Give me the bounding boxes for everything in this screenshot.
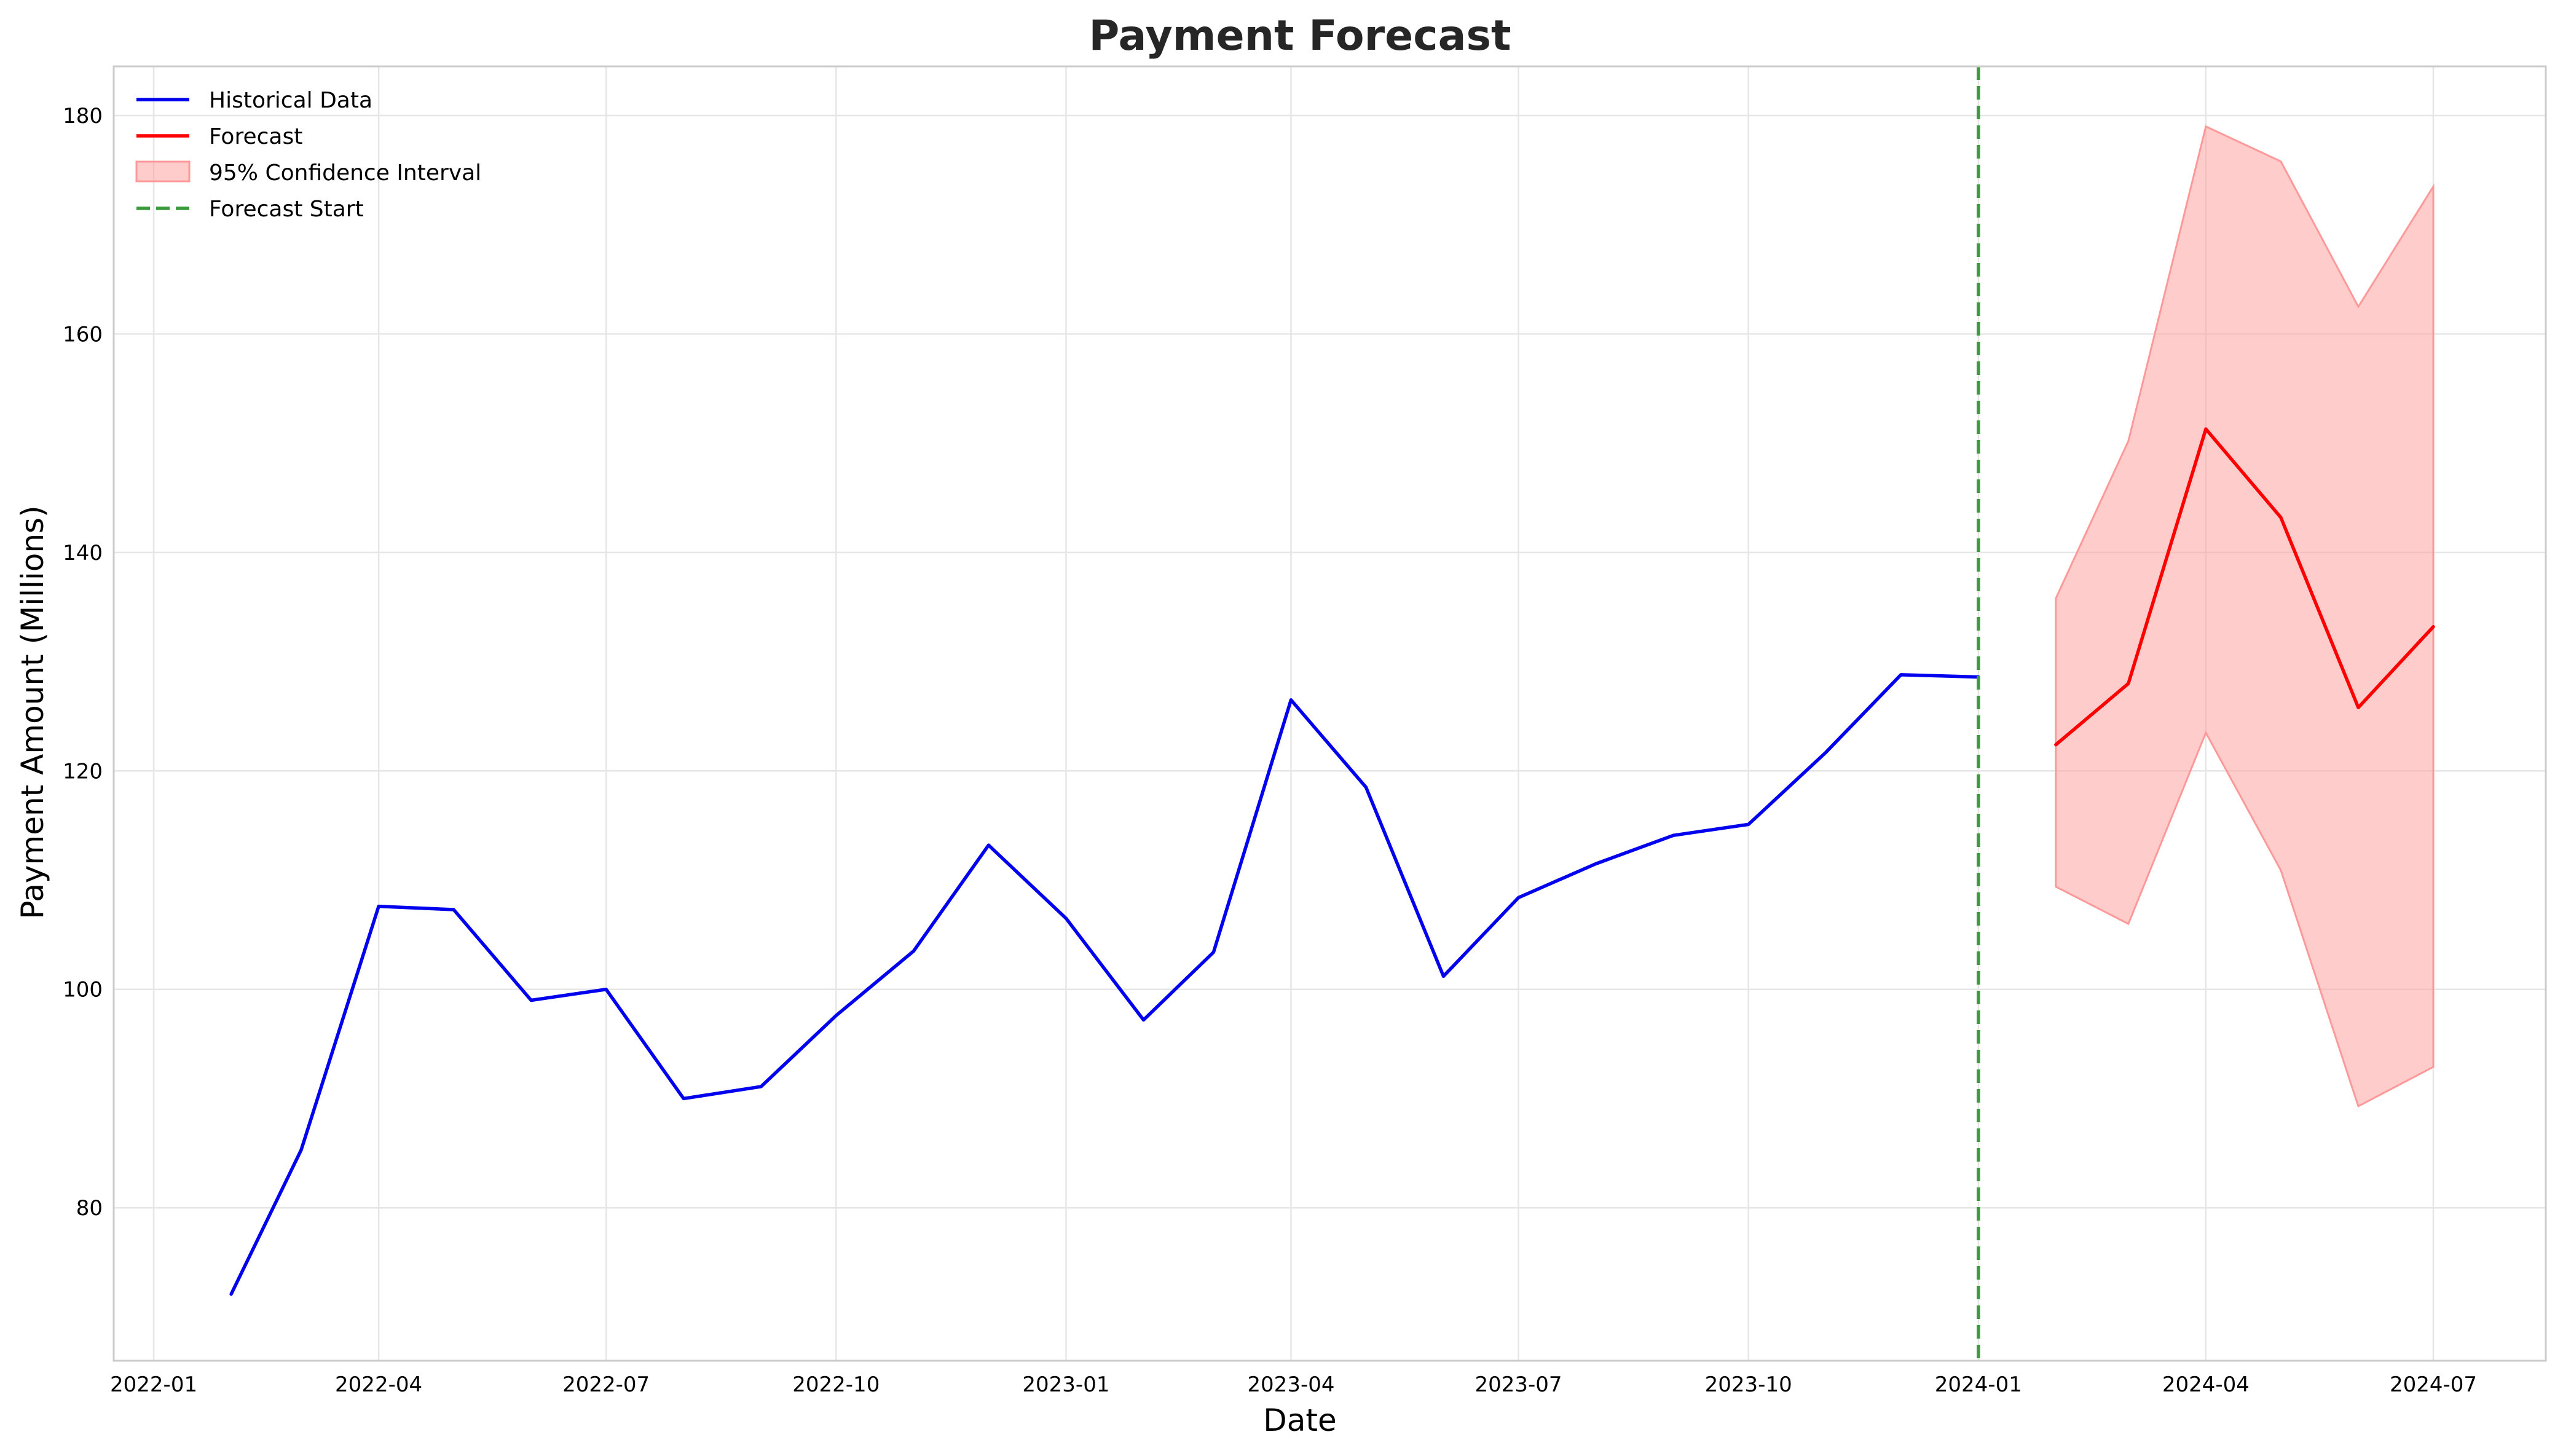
x-tick-label: 2023-07 <box>1475 1372 1562 1397</box>
confidence-interval-area <box>2055 125 2435 1108</box>
historical-data-point <box>833 1013 838 1018</box>
legend-swatch-95-confidence-interval <box>135 160 191 183</box>
chart-title: Payment Forecast <box>1089 12 1511 60</box>
historical-data-point <box>681 1096 686 1101</box>
legend: Historical Data Forecast 95% Confidence In… <box>135 88 481 222</box>
x-tick-label: 2024-07 <box>2390 1372 2477 1397</box>
x-tick-label: 2022-04 <box>335 1372 422 1397</box>
x-axis-ticks: 2022-01 2022-04 2022-07 2022-10 2023-01 2023-… <box>110 1372 2477 1397</box>
x-tick-label: 2022-07 <box>562 1372 650 1397</box>
historical-data-point <box>986 843 991 848</box>
x-tick-label: 2024-04 <box>2162 1372 2250 1397</box>
historical-data-point <box>1824 750 1829 755</box>
historical-data-point <box>229 1292 234 1297</box>
historical-data-point <box>911 949 916 954</box>
confidence-interval-band <box>2055 125 2435 1108</box>
forecast-point <box>2356 705 2361 710</box>
historical-data-point <box>376 904 381 909</box>
historical-data-point <box>299 1147 304 1152</box>
forecast-point <box>2126 681 2131 686</box>
plot-frame <box>112 65 2547 1362</box>
y-tick-label: 100 <box>63 978 103 1002</box>
y-axis-ticks: 80 100 120 140 160 180 <box>63 104 103 1221</box>
series-lines <box>229 427 2436 1297</box>
y-tick-label: 160 <box>63 322 103 347</box>
historical-data-point <box>1594 861 1599 866</box>
historical-data-point <box>758 1084 763 1089</box>
historical-data-point <box>1288 698 1293 702</box>
forecast-point <box>2053 742 2058 747</box>
historical-data-point <box>1363 785 1368 790</box>
x-tick-label: 2022-01 <box>110 1372 197 1397</box>
y-tick-label: 140 <box>63 541 103 565</box>
historical-data-point <box>1211 950 1216 954</box>
x-tick-label: 2023-01 <box>1022 1372 1109 1397</box>
y-tick-label: 120 <box>63 759 103 784</box>
x-tick-label: 2023-04 <box>1247 1372 1334 1397</box>
historical-data-point <box>1441 974 1446 978</box>
historical-data-point <box>1746 822 1751 827</box>
historical-data-point <box>1516 895 1521 900</box>
historical-data-point <box>529 998 533 1003</box>
historical-data-point <box>1671 833 1676 838</box>
y-tick-label: 80 <box>76 1196 103 1221</box>
historical-data-point <box>451 907 456 912</box>
legend-label-forecast-start: Forecast Start <box>209 197 364 222</box>
historical-data-line <box>229 673 1980 1296</box>
y-axis-label: Payment Amount (Millions) <box>15 505 50 919</box>
legend-label-95-confidence-interval: 95% Confidence Interval <box>209 160 481 186</box>
historical-data-point <box>1063 916 1068 921</box>
x-tick-label: 2023-10 <box>1705 1372 1792 1397</box>
historical-data-point <box>1141 1018 1146 1023</box>
forecast-point <box>2431 624 2436 629</box>
legend-label-historical-data: Historical Data <box>209 88 372 113</box>
y-tick-label: 180 <box>63 104 103 128</box>
historical-data-point <box>604 987 608 992</box>
forecast-point <box>2278 515 2283 520</box>
x-tick-label: 2024-01 <box>1935 1372 2022 1397</box>
forecast-point <box>2203 427 2208 431</box>
forecast-line <box>2054 427 2435 747</box>
historical-data-point <box>1899 672 1904 677</box>
x-axis-label: Date <box>1263 1403 1337 1438</box>
legend-label-forecast: Forecast <box>209 124 302 149</box>
x-tick-label: 2022-10 <box>792 1372 880 1397</box>
